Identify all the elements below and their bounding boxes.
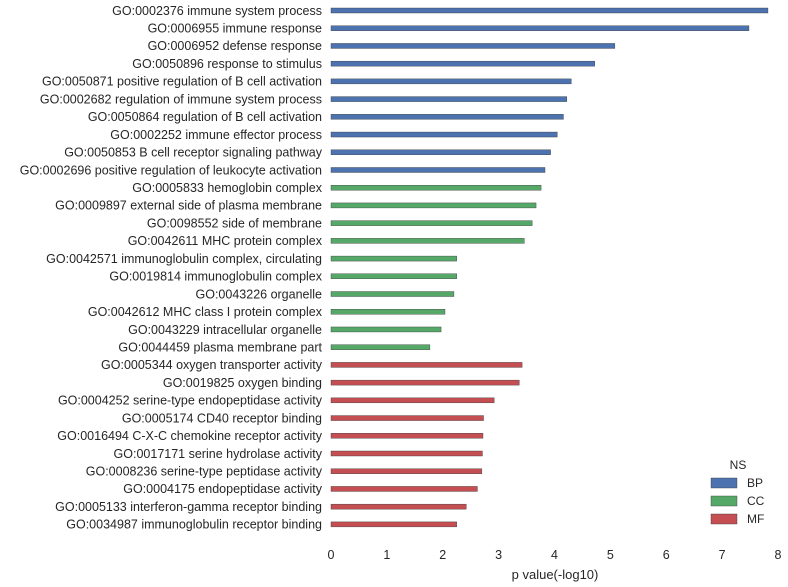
bar-cc bbox=[330, 273, 457, 279]
category-label: GO:0042612 MHC class I protein complex bbox=[88, 305, 323, 319]
category-label: GO:0019814 immunoglobulin complex bbox=[109, 270, 322, 284]
bar-cc bbox=[330, 184, 542, 191]
bar-mf bbox=[330, 433, 484, 439]
category-label: GO:0050871 positive regulation of B cell… bbox=[42, 75, 322, 89]
bar-bp bbox=[330, 149, 551, 155]
bar-mf bbox=[330, 397, 495, 404]
category-label: GO:0004175 endopeptidase activity bbox=[123, 482, 322, 496]
legend-label-cc: CC bbox=[747, 494, 765, 508]
bar-cc bbox=[330, 220, 533, 226]
bar-bp bbox=[330, 43, 616, 49]
bar-bp bbox=[330, 96, 567, 102]
bar-bp bbox=[330, 60, 595, 67]
x-tick-label: 5 bbox=[607, 548, 614, 562]
bar-mf bbox=[330, 362, 523, 368]
bar-mf bbox=[330, 415, 484, 421]
bar-cc bbox=[330, 309, 446, 315]
category-label: GO:0044459 plasma membrane part bbox=[118, 340, 322, 354]
category-label: GO:0002682 regulation of immune system p… bbox=[40, 92, 322, 106]
category-label: GO:0050853 B cell receptor signaling pat… bbox=[64, 146, 323, 160]
category-label: GO:0034987 immunoglobulin receptor bindi… bbox=[66, 518, 322, 532]
x-tick-label: 3 bbox=[495, 548, 502, 562]
category-labels: GO:0002376 immune system process GO:00069… bbox=[20, 4, 323, 532]
x-tick-label: 8 bbox=[775, 548, 782, 562]
bar-mf bbox=[330, 450, 483, 457]
category-label: GO:0005833 hemoglobin complex bbox=[132, 181, 322, 195]
category-label: GO:0043229 intracellular organelle bbox=[128, 323, 322, 337]
bar-bp bbox=[330, 78, 572, 85]
legend-swatch-mf bbox=[710, 513, 738, 525]
category-label: GO:0008236 serine-type peptidase activit… bbox=[86, 465, 323, 479]
category-label: GO:0050896 response to stimulus bbox=[132, 57, 322, 71]
legend-label-mf: MF bbox=[747, 512, 764, 526]
category-label: GO:0098552 side of membrane bbox=[147, 216, 322, 230]
bar-mf bbox=[330, 503, 467, 510]
category-label: GO:0002376 immune system process bbox=[112, 4, 322, 18]
legend-swatch-bp bbox=[710, 477, 738, 489]
legend: NS BP CC MF bbox=[710, 458, 765, 526]
category-label: GO:0042611 MHC protein complex bbox=[128, 234, 323, 248]
bar-cc bbox=[330, 255, 457, 262]
category-label: GO:0017171 serine hydrolase activity bbox=[114, 447, 323, 461]
bar-bp bbox=[330, 131, 558, 138]
legend-title: NS bbox=[730, 458, 747, 472]
bar-cc bbox=[330, 238, 525, 244]
x-tick-label: 1 bbox=[383, 548, 390, 562]
category-label: GO:0004252 serine-type endopeptidase act… bbox=[58, 394, 323, 408]
bar-mf bbox=[330, 521, 457, 528]
x-tick-label: 6 bbox=[663, 548, 670, 562]
legend-swatch-cc bbox=[710, 495, 738, 507]
bar-bp bbox=[330, 7, 769, 14]
bar-mf bbox=[330, 379, 520, 386]
bar-mf bbox=[330, 468, 483, 474]
category-label: GO:0016494 C-X-C chemokine receptor acti… bbox=[57, 429, 322, 443]
bar-cc bbox=[330, 344, 431, 350]
category-label: GO:0042571 immunoglobulin complex, circu… bbox=[46, 252, 322, 266]
x-axis-title: p value(-log10) bbox=[512, 567, 599, 582]
x-tick-label: 0 bbox=[328, 548, 335, 562]
bar-cc bbox=[330, 202, 537, 209]
x-tick-label: 2 bbox=[439, 548, 446, 562]
bars-layer bbox=[330, 7, 769, 528]
category-label: GO:0043226 organelle bbox=[196, 287, 323, 301]
bar-bp bbox=[330, 167, 546, 173]
bar-cc bbox=[330, 326, 442, 333]
x-tick-label: 4 bbox=[551, 548, 558, 562]
category-label: GO:0019825 oxygen binding bbox=[163, 376, 322, 390]
category-label: GO:0050864 regulation of B cell activati… bbox=[88, 110, 322, 124]
category-label: GO:0005174 CD40 receptor binding bbox=[122, 411, 322, 425]
x-tick-label: 7 bbox=[719, 548, 726, 562]
bar-mf bbox=[330, 486, 478, 492]
category-label: GO:0005344 oxygen transporter activity bbox=[101, 358, 323, 372]
category-label: GO:0006955 immune response bbox=[148, 22, 322, 36]
bar-bp bbox=[330, 114, 564, 120]
x-axis: 0 1 2 3 4 5 6 7 8 bbox=[328, 548, 782, 562]
category-label: GO:0005133 interferon-gamma receptor bin… bbox=[55, 500, 322, 514]
bar-cc bbox=[330, 291, 455, 297]
bar-bp bbox=[330, 25, 750, 31]
category-label: GO:0002252 immune effector process bbox=[110, 128, 322, 142]
category-label: GO:0009897 external side of plasma membr… bbox=[55, 199, 322, 213]
legend-label-bp: BP bbox=[747, 476, 763, 490]
category-label: GO:0002696 positive regulation of leukoc… bbox=[20, 163, 322, 177]
category-label: GO:0006952 defense response bbox=[148, 39, 322, 53]
